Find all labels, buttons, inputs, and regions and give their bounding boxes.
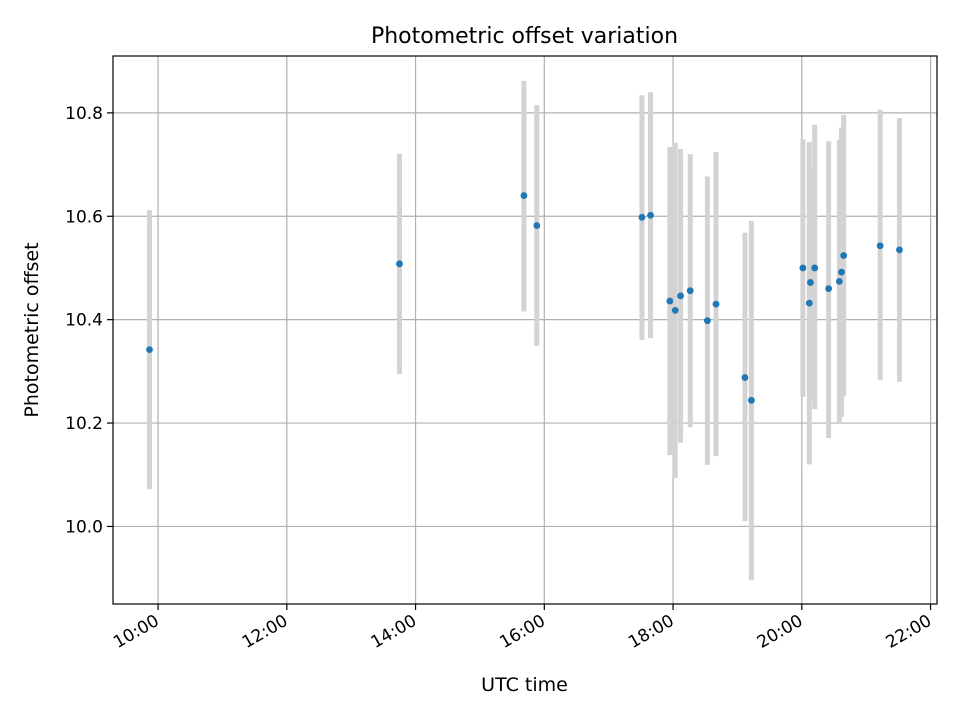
- data-point: [146, 346, 153, 354]
- y-tick-label: 10.6: [65, 207, 103, 227]
- y-tick-label: 10.4: [65, 311, 103, 331]
- data-point: [747, 396, 755, 404]
- y-axis: 10.0 10.2 10.4 10.6 10.8: [65, 104, 113, 537]
- data-point: [666, 297, 674, 305]
- data-point: [686, 287, 694, 295]
- data-point: [703, 317, 711, 325]
- y-tick-label: 10.2: [65, 414, 103, 434]
- y-tick-label: 10.8: [65, 104, 103, 124]
- data-point: [712, 300, 720, 308]
- data-point: [741, 374, 749, 381]
- data-point: [835, 278, 843, 285]
- chart-title: Photometric offset variation: [371, 24, 678, 49]
- data-point: [876, 242, 884, 250]
- y-tick-label: 10.0: [65, 517, 103, 537]
- data-point: [520, 192, 528, 199]
- data-point: [840, 252, 848, 259]
- data-point: [806, 279, 814, 286]
- y-axis-label: Photometric offset: [21, 242, 43, 417]
- x-axis-label: UTC time: [481, 674, 568, 696]
- data-point: [799, 264, 807, 272]
- data-point: [825, 285, 833, 293]
- data-point: [647, 211, 654, 219]
- data-point: [838, 268, 845, 276]
- data-point: [671, 306, 679, 314]
- data-point: [805, 299, 813, 307]
- data-point: [811, 264, 819, 272]
- plot-frame: [112, 55, 938, 605]
- data-point: [396, 260, 403, 268]
- data-markers: [146, 192, 903, 404]
- data-point: [896, 246, 903, 254]
- data-point: [638, 213, 646, 221]
- data-point: [677, 292, 684, 300]
- data-point: [533, 222, 541, 229]
